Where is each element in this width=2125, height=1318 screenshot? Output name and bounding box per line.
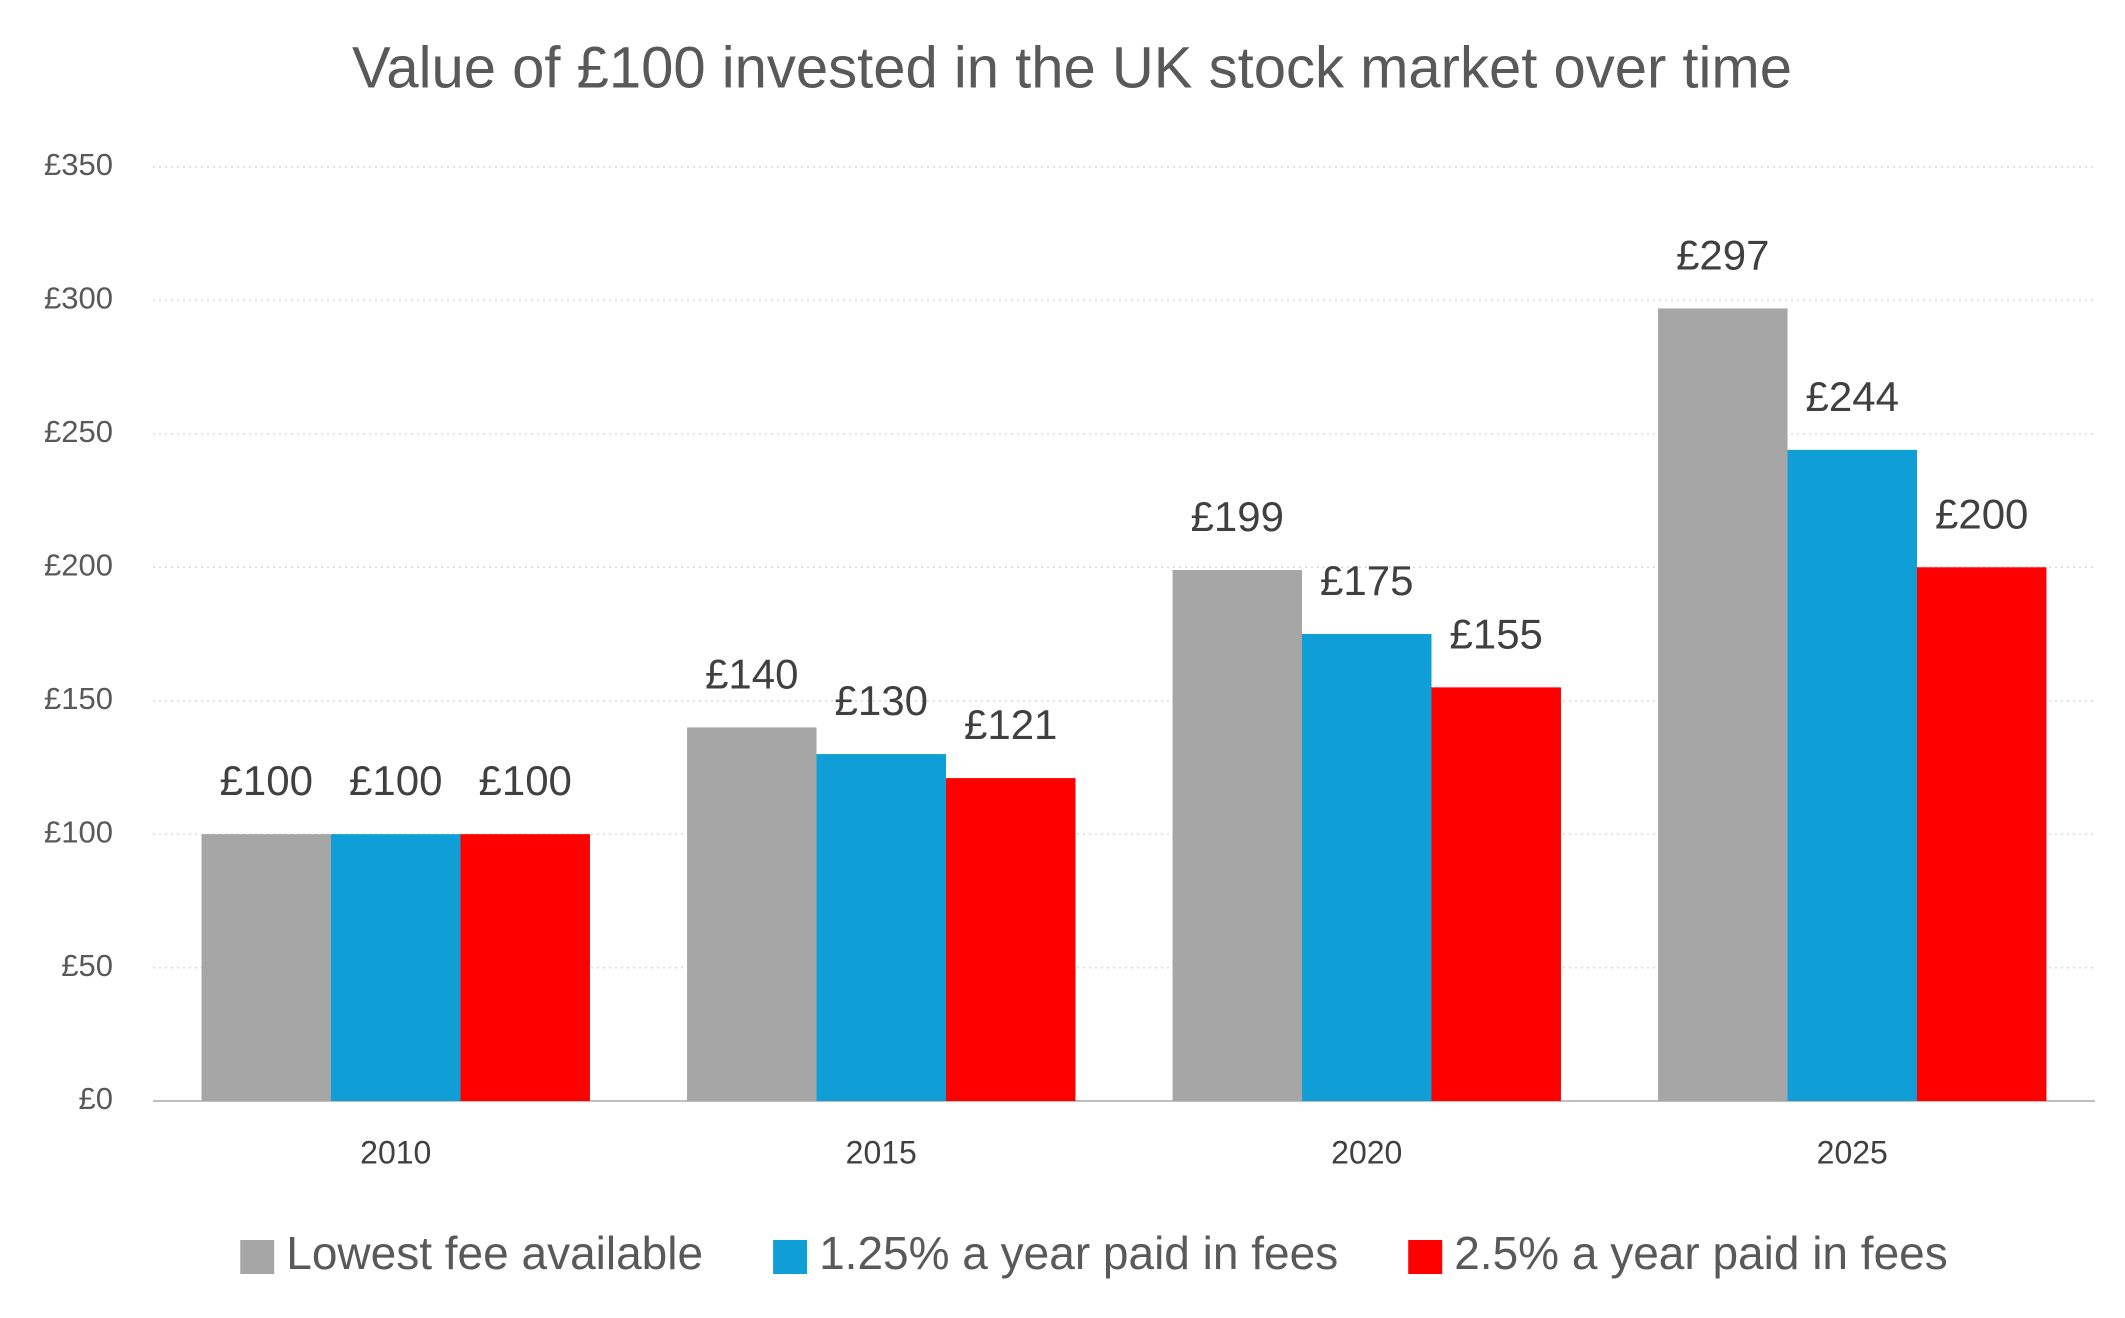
y-tick-label: £50 [61, 948, 113, 983]
x-tick-label: 2015 [846, 1134, 917, 1170]
legend-swatch [1408, 1240, 1443, 1274]
legend-swatch [240, 1240, 275, 1274]
value-label: £175 [1320, 557, 1413, 604]
y-tick-label: £350 [44, 147, 113, 182]
bar [1658, 308, 1788, 1101]
value-label: £121 [964, 701, 1057, 748]
legend-label: Lowest fee available [286, 1227, 703, 1279]
y-tick-label: £250 [44, 414, 113, 449]
bar [460, 834, 590, 1101]
value-label: £140 [705, 650, 798, 697]
x-tick-label: 2010 [360, 1134, 431, 1170]
bar [1916, 567, 2047, 1101]
chart-title: Value of £100 invested in the UK stock m… [352, 35, 1792, 100]
bar [201, 834, 332, 1101]
y-tick-label: £0 [79, 1081, 113, 1116]
y-tick-label: £200 [44, 547, 113, 582]
value-label: £199 [1191, 493, 1284, 540]
bar [1787, 449, 1917, 1102]
y-tick-label: £300 [44, 281, 113, 316]
value-label: £100 [478, 757, 571, 804]
bar [1172, 569, 1303, 1101]
bar [1431, 687, 1561, 1101]
legend-label: 2.5% a year paid in fees [1454, 1227, 1948, 1279]
bar [945, 778, 1076, 1101]
value-label: £100 [220, 757, 313, 804]
bar [1302, 634, 1432, 1101]
x-tick-label: 2020 [1331, 1134, 1402, 1170]
bar [331, 834, 461, 1101]
x-tick-label: 2025 [1817, 1134, 1888, 1170]
bar [816, 754, 946, 1101]
value-label: £200 [1935, 490, 2028, 537]
y-tick-label: £150 [44, 681, 113, 716]
value-label: £155 [1449, 610, 1542, 657]
y-tick-label: £100 [44, 814, 113, 849]
value-label: £244 [1806, 373, 1899, 420]
legend-swatch [773, 1240, 808, 1274]
value-label: £130 [835, 677, 928, 724]
bar [687, 727, 817, 1101]
legend-label: 1.25% a year paid in fees [819, 1227, 1338, 1279]
value-label: £297 [1676, 232, 1769, 279]
value-label: £100 [349, 757, 442, 804]
